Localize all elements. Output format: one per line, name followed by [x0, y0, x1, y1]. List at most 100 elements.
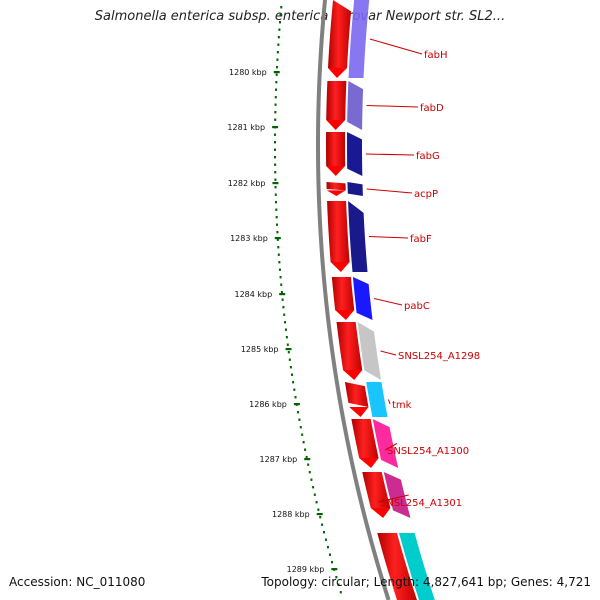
- track-dot: [276, 238, 279, 241]
- cds-arrow-body: [362, 472, 391, 508]
- accession-text: Accession: NC_011080: [9, 575, 146, 589]
- tick-label: 1281 kbp: [227, 123, 265, 132]
- cog-segment-SNSL254_A1300: [372, 419, 399, 468]
- cds-arrow-body: [326, 182, 346, 191]
- cds-arrow-head: [326, 120, 346, 130]
- track-dot: [326, 546, 329, 549]
- tick-mark: [279, 293, 286, 296]
- gene-label-fabF: fabF: [410, 234, 432, 245]
- track-dot: [274, 186, 277, 189]
- track-dot: [275, 73, 278, 76]
- tick-label: 1288 kbp: [272, 510, 310, 519]
- track-dot: [324, 538, 327, 541]
- track-dot: [274, 178, 277, 181]
- cog-color-track: [347, 0, 435, 600]
- track-dot: [274, 193, 277, 196]
- track-dot: [279, 276, 282, 279]
- cds-arrow-body: [327, 0, 352, 68]
- leader-line: [368, 236, 409, 239]
- track-dot: [285, 336, 288, 339]
- track-dot: [335, 576, 338, 579]
- tick-mark: [285, 348, 292, 351]
- gene-label-fabG: fabG: [416, 151, 440, 162]
- leader-line: [387, 399, 391, 405]
- track-dot: [274, 156, 277, 159]
- track-dot: [317, 508, 320, 511]
- track-dot: [274, 103, 277, 106]
- gene-label-fabH: fabH: [424, 50, 448, 61]
- track-dot: [288, 358, 291, 361]
- track-dot: [278, 28, 281, 31]
- tick-marks: 1280 kbp 1281 kbp 1282 kbp 1283 kbp 1284 kbp…: [227, 68, 338, 574]
- tick-mark: [274, 237, 281, 240]
- track-dot: [298, 418, 301, 421]
- leader-line: [365, 153, 415, 156]
- track-dot: [307, 463, 310, 466]
- track-dot: [276, 66, 279, 69]
- track-dot: [279, 13, 282, 16]
- track-dot: [319, 516, 322, 519]
- leader-line: [384, 443, 398, 451]
- tick-mark: [273, 71, 280, 74]
- cds-arrow-head: [359, 458, 379, 468]
- track-dot: [287, 351, 290, 354]
- tick-label: 1282 kbp: [228, 179, 266, 188]
- gene-label-SNSL254_A1301: SNSL254_A1301: [380, 498, 462, 509]
- gene-label-acpP: acpP: [414, 189, 438, 200]
- tick-label: 1283 kbp: [230, 234, 268, 243]
- cog-segment-tmk: [366, 382, 388, 417]
- track-dot: [275, 81, 278, 84]
- track-dot: [310, 478, 313, 481]
- cds-arrow-body: [344, 382, 369, 407]
- tick-dotted-track: [274, 6, 342, 594]
- leader-line: [369, 38, 423, 55]
- track-dot: [284, 321, 287, 324]
- gene-label-pabC: pabC: [404, 301, 430, 312]
- track-dot: [313, 493, 316, 496]
- cog-segment-fabF: [348, 201, 368, 272]
- track-dot: [302, 441, 305, 444]
- tick-mark: [331, 568, 338, 571]
- gene-label-tmk: tmk: [392, 400, 412, 411]
- cds-arrow-body: [377, 533, 417, 600]
- track-dot: [289, 366, 292, 369]
- cog-segment-acpP: [347, 182, 363, 196]
- cds-arrow-head: [370, 508, 391, 518]
- cog-segment-fabH: [348, 0, 370, 78]
- cds-track: [326, 0, 417, 600]
- cds-arrow-head: [335, 310, 355, 320]
- track-dot: [274, 118, 277, 121]
- track-dot: [339, 591, 342, 594]
- tick-label: 1289 kbp: [287, 565, 325, 574]
- track-dot: [274, 133, 277, 136]
- track-dot: [275, 201, 278, 204]
- track-dot: [278, 261, 281, 264]
- cds-arrow-head: [326, 190, 346, 196]
- track-dot: [274, 141, 277, 144]
- track-dot: [277, 246, 280, 249]
- cds-arrow-head: [330, 262, 350, 272]
- backbone-line: [316, 0, 391, 600]
- cds-arrow-body: [351, 419, 379, 458]
- gene-label-fabD: fabD: [420, 103, 444, 114]
- track-dot: [286, 343, 289, 346]
- topology-text: Topology: circular; Length: 4,827,641 bp…: [261, 575, 591, 589]
- track-dot: [315, 501, 318, 504]
- tick-mark: [316, 513, 323, 516]
- track-dot: [328, 553, 331, 556]
- track-dot: [322, 531, 325, 534]
- track-dot: [294, 396, 297, 399]
- track-dot: [299, 426, 302, 429]
- cds-arrow-body: [327, 201, 350, 262]
- cog-segment-SNSL254_A1298: [357, 322, 382, 380]
- leader-line: [380, 350, 397, 356]
- cds-arrow-head: [328, 68, 347, 78]
- leader-line: [366, 105, 419, 108]
- track-dot: [304, 448, 307, 451]
- genome-title: Salmonella enterica subsp. enterica sero…: [94, 9, 506, 24]
- gene-label-SNSL254_A1298: SNSL254_A1298: [398, 351, 480, 362]
- tick-mark: [293, 403, 300, 406]
- track-dot: [277, 36, 280, 39]
- leader-line: [366, 188, 413, 194]
- track-dot: [281, 298, 284, 301]
